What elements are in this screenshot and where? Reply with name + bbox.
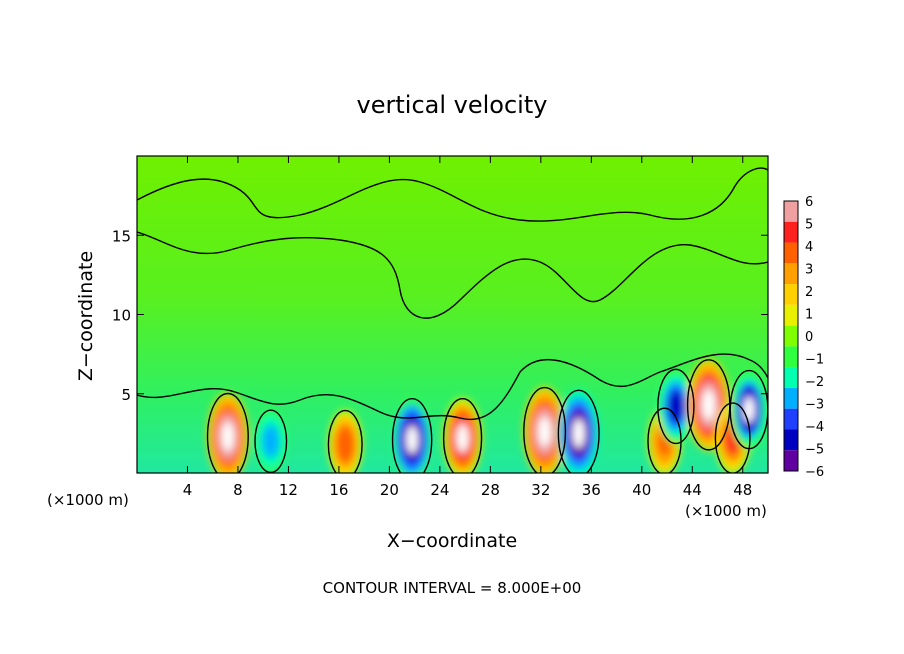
- x-axis-label: X−coordinate: [387, 530, 517, 552]
- colorbar-swatch: [784, 387, 798, 409]
- colorbar-swatch: [784, 367, 798, 388]
- x-tick-label: 28: [481, 481, 500, 499]
- x-tick-label: 44: [683, 481, 702, 499]
- extreme-core: [743, 396, 755, 423]
- colorbar-label: 4: [805, 240, 813, 255]
- y-tick-label: 15: [112, 227, 131, 245]
- colorbar-swatch: [784, 325, 798, 347]
- x-unit-left: (×1000 m): [47, 491, 129, 509]
- cell-contour: [391, 397, 433, 473]
- middle-contour-line: [137, 231, 768, 319]
- colorbar-swatch: [784, 304, 798, 326]
- extreme-core: [538, 416, 551, 447]
- cell-contour: [206, 392, 249, 473]
- x-tick-label: 12: [279, 481, 298, 499]
- y-tick-label: 5: [121, 386, 131, 404]
- colorbar-label: −2: [805, 375, 824, 390]
- cell-contour: [327, 409, 363, 473]
- colorbar-label: −4: [805, 420, 824, 435]
- contour-interval-footer: CONTOUR INTERVAL = 8.000E+00: [323, 579, 582, 597]
- cell-contour: [657, 368, 695, 445]
- colorbar-swatch: [784, 221, 798, 243]
- colorbar-label: −3: [805, 398, 824, 413]
- plot-field: [137, 156, 768, 473]
- x-tick-label: 20: [380, 481, 399, 499]
- lower-contour-line: [137, 353, 768, 421]
- colorbar-label: −6: [805, 465, 824, 480]
- colorbar-frame: [783, 200, 799, 472]
- colorbar-label: 6: [805, 195, 813, 210]
- extreme-core: [221, 422, 234, 452]
- x-tick-label: 4: [183, 481, 193, 499]
- upper-contour-line: [137, 167, 768, 222]
- x-tick-label: 24: [430, 481, 449, 499]
- cell-contour: [442, 397, 483, 473]
- x-tick-label: 40: [632, 481, 651, 499]
- downdraft-cell: [264, 428, 278, 455]
- chart-title: vertical velocity: [357, 91, 548, 119]
- colorbar-label: 1: [805, 308, 813, 323]
- y-tick-label: 10: [112, 307, 131, 325]
- colorbar-label: 5: [805, 218, 813, 233]
- colorbar-label: −1: [805, 353, 824, 368]
- extreme-core: [406, 425, 418, 454]
- colorbar-swatch: [784, 284, 798, 305]
- colorbar-label: −5: [805, 443, 824, 458]
- x-tick-label: 8: [233, 481, 243, 499]
- x-tick-label: 32: [531, 481, 550, 499]
- cell-contour: [523, 386, 567, 473]
- extreme-core: [702, 389, 715, 421]
- cell-contour: [254, 409, 288, 473]
- colorbar-swatch: [784, 346, 798, 368]
- colorbar-swatch: [784, 263, 798, 285]
- colorbar: 6 5 4 3 2 1 0 −1 −2 −3 −4 −5 −6: [783, 195, 824, 480]
- cell-contour: [557, 389, 600, 473]
- extreme-core: [572, 418, 585, 448]
- x-unit-right: (×1000 m): [685, 502, 767, 520]
- updraft-cell: [338, 430, 353, 459]
- x-tick-label: 16: [329, 481, 348, 499]
- colorbar-swatch: [784, 450, 798, 471]
- y-axis-label: Z−coordinate: [75, 251, 97, 381]
- colorbar-label: 0: [805, 330, 813, 345]
- cell-contour: [714, 402, 751, 473]
- x-tick-label: 48: [733, 481, 752, 499]
- colorbar-swatch: [784, 242, 798, 264]
- x-tick-label: 36: [582, 481, 601, 499]
- colorbar-label: 2: [805, 285, 813, 300]
- colorbar-swatch: [784, 429, 798, 451]
- extreme-core: [457, 424, 469, 452]
- downdraft-cell: [668, 390, 684, 423]
- colorbar-swatch: [784, 201, 798, 222]
- colorbar-label: 3: [805, 263, 813, 278]
- colorbar-swatch: [784, 408, 798, 430]
